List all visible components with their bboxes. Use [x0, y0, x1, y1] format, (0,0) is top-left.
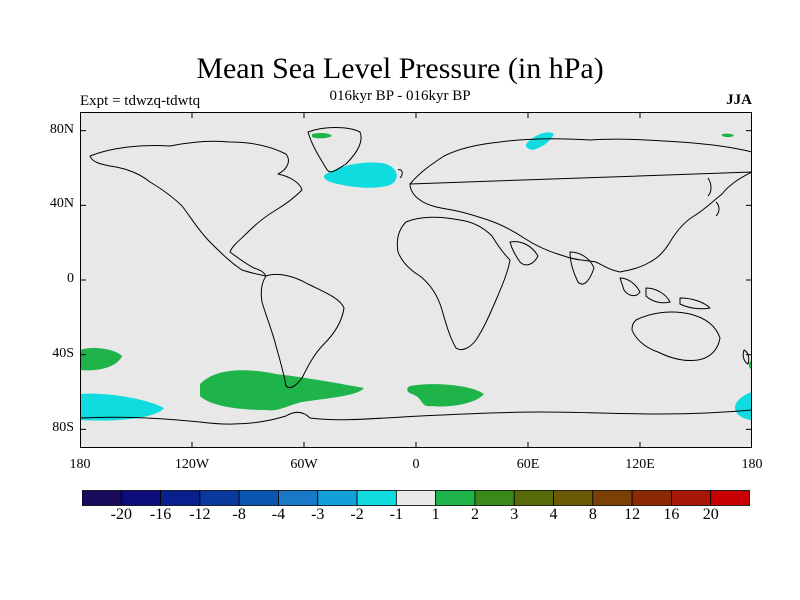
anomaly-north-atlantic — [323, 162, 397, 188]
map-title: Mean Sea Level Pressure (in hPa) — [196, 52, 604, 85]
lon-label: 180 — [741, 457, 763, 472]
colorbar-swatch — [592, 490, 633, 506]
anomaly-south-pacific-west — [80, 348, 122, 371]
colorbar-swatch — [160, 490, 201, 506]
map-subtitle: 016kyr BP - 016kyr BP — [329, 88, 471, 104]
colorbar-swatch — [317, 490, 358, 506]
coast-arabia-india — [509, 241, 595, 285]
colorbar-label: 20 — [702, 506, 719, 523]
colorbar-label: -2 — [350, 506, 364, 523]
lon-label: 120E — [625, 457, 655, 472]
coast-south-america — [260, 273, 345, 389]
coast-se-asia — [619, 277, 711, 310]
anomaly-south-africa — [407, 384, 484, 407]
coast-australia — [631, 311, 721, 361]
colorbar-swatch — [120, 490, 161, 506]
season-label: JJA — [726, 92, 752, 108]
colorbar-label: -1 — [389, 506, 403, 523]
colorbar-swatch — [435, 490, 476, 506]
colorbar-label: 12 — [624, 506, 641, 523]
lat-label: 40S — [52, 345, 74, 361]
colorbar-label: 2 — [470, 506, 479, 523]
colorbar-label: -12 — [189, 506, 211, 523]
colorbar-label: -3 — [311, 506, 325, 523]
colorbar-swatch — [199, 490, 240, 506]
coast-africa — [396, 216, 511, 351]
experiment-label: Expt = tdwzq-tdwtq — [80, 93, 201, 109]
coast-north-america — [89, 140, 303, 277]
lon-label: 180 — [69, 457, 91, 472]
colorbar-swatch — [710, 490, 750, 506]
world-map — [80, 112, 752, 448]
lat-label: 80N — [49, 121, 74, 137]
anomaly-barents-sea — [525, 132, 554, 150]
anomaly-east-siberia-patch — [722, 133, 734, 138]
lon-label: 0 — [412, 457, 420, 472]
colorbar-label: 16 — [663, 506, 680, 523]
anomaly-south-pacific-chile — [200, 370, 364, 411]
colorbar-swatch — [513, 490, 554, 506]
map-background — [80, 112, 752, 448]
anomaly-east-edge — [734, 392, 752, 420]
colorbar-swatch — [82, 490, 122, 506]
coastlines — [80, 127, 752, 425]
colorbar-label: -4 — [271, 506, 286, 523]
lat-label: 80S — [52, 420, 74, 436]
colorbar-label: 4 — [549, 506, 558, 523]
anomaly-greenland-patch — [312, 132, 332, 139]
colorbar-label: 3 — [510, 506, 519, 523]
colorbar-swatch — [631, 490, 672, 506]
lon-label: 120W — [174, 457, 210, 472]
colorbar-label: -8 — [232, 506, 246, 523]
colorbar-swatch — [278, 490, 319, 506]
coast-eurasia — [409, 138, 752, 273]
colorbar-swatch — [395, 490, 437, 506]
lon-label: 60W — [290, 457, 318, 472]
lat-label: 40N — [49, 196, 74, 212]
coast-new-zealand — [742, 349, 750, 365]
colorbar-swatch — [553, 490, 594, 506]
colorbar-label: 8 — [588, 506, 597, 523]
anomaly-patches — [80, 132, 752, 421]
anomaly-south-pacific-far-west — [80, 393, 164, 421]
colorbar-swatch — [671, 490, 712, 506]
colorbar-label: 1 — [431, 506, 440, 523]
colorbar-swatch — [474, 490, 515, 506]
colorbar-label: -16 — [149, 506, 172, 523]
coast-antarctica — [80, 409, 752, 425]
axis-ticks — [80, 112, 752, 448]
colorbar-swatch — [238, 490, 279, 506]
coast-greenland — [307, 127, 362, 173]
colorbar-swatch — [356, 490, 397, 506]
coast-islands — [397, 169, 720, 217]
colorbar-label: -20 — [110, 506, 132, 523]
lon-label: 60E — [516, 457, 540, 472]
lat-label: 0 — [67, 271, 74, 286]
colorbar — [82, 490, 750, 506]
